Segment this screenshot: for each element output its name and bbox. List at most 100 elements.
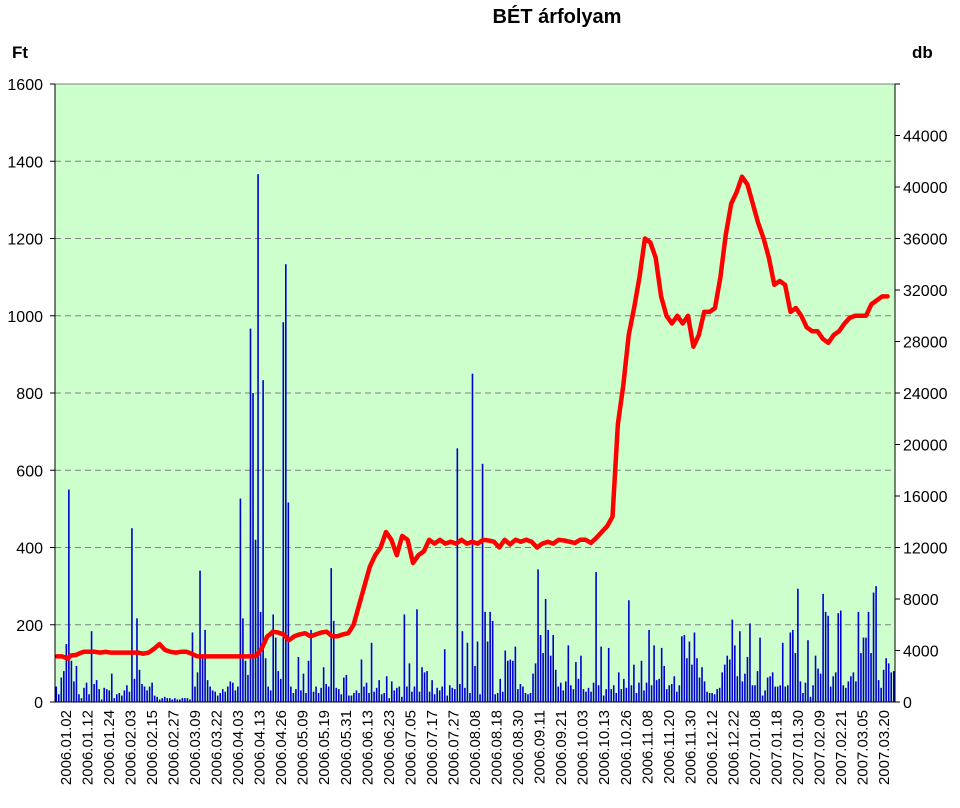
volume-bar — [264, 658, 267, 702]
x-tick-label: 2006.11.08 — [639, 710, 656, 784]
volume-bar — [832, 676, 834, 702]
volume-bar — [688, 641, 691, 702]
volume-bar — [189, 699, 191, 702]
volume-bar — [350, 695, 353, 702]
volume-bar — [643, 690, 645, 702]
volume-bar — [83, 687, 85, 702]
volume-bar — [882, 669, 885, 702]
volume-bar — [143, 686, 146, 702]
x-tick-label: 2006.07.05 — [402, 710, 419, 785]
volume-bar — [759, 637, 761, 702]
volume-bar — [544, 599, 547, 702]
volume-bar — [199, 570, 201, 702]
volume-bar — [302, 673, 305, 702]
volume-bar — [491, 620, 494, 702]
volume-bar — [269, 690, 272, 702]
volume-bar — [630, 685, 633, 702]
volume-bar — [262, 380, 264, 702]
volume-bar — [691, 664, 693, 702]
volume-bar — [532, 673, 534, 702]
volume-bar — [305, 692, 307, 702]
volume-bar — [648, 629, 650, 702]
volume-bar — [464, 687, 466, 702]
volume-bar — [708, 692, 711, 702]
volume-bar — [426, 671, 428, 702]
volume-bar — [327, 686, 330, 702]
volume-bar — [890, 672, 893, 702]
volume-bar — [413, 686, 416, 702]
volume-bar — [701, 667, 703, 702]
x-tick-label: 2006.02.15 — [144, 710, 161, 785]
volume-bar — [249, 328, 252, 702]
volume-bar — [226, 686, 229, 702]
y-left-tick-label: 600 — [16, 463, 43, 480]
volume-bar — [824, 611, 827, 702]
volume-bar — [822, 593, 824, 702]
gridlines — [55, 160, 895, 626]
volume-bar — [411, 691, 413, 702]
volume-bar — [683, 635, 686, 702]
volume-bar — [295, 689, 297, 702]
volume-bar — [804, 682, 807, 702]
volume-bar — [75, 665, 78, 702]
chart-title: BÉT árfolyam — [493, 5, 622, 28]
volume-bar — [428, 691, 431, 702]
volume-bar — [168, 698, 171, 702]
volume-bar — [141, 683, 143, 702]
volume-bar — [277, 671, 280, 702]
volume-bar — [282, 322, 285, 702]
volume-bar — [549, 655, 552, 702]
volume-bar — [216, 695, 219, 702]
volume-bar — [448, 685, 451, 702]
volume-bar — [610, 689, 613, 702]
volume-bar — [845, 687, 847, 702]
volume-bar — [416, 609, 418, 702]
volume-bar — [592, 682, 595, 702]
volume-bar — [105, 689, 108, 702]
volume-bar — [110, 673, 113, 702]
volume-bar — [807, 640, 809, 702]
volume-bar — [567, 645, 570, 702]
volume-bar — [353, 692, 355, 702]
volume-bar — [358, 692, 360, 702]
volume-bar — [375, 687, 378, 702]
volume-bar — [766, 677, 769, 702]
volume-bar — [625, 687, 628, 702]
x-tick-label: 2006.05.19 — [316, 710, 333, 785]
volume-bar — [572, 689, 575, 702]
volume-bar — [756, 671, 759, 702]
volume-bar — [554, 669, 557, 702]
y-left-tick-label: 1400 — [7, 154, 43, 171]
volume-bar — [612, 685, 615, 702]
y-right-axis-label: db — [912, 43, 933, 62]
volume-bar — [373, 691, 375, 702]
volume-bar — [78, 694, 80, 702]
volume-bar — [539, 635, 542, 702]
x-tick-label: 2006.07.17 — [424, 710, 441, 785]
volume-bar — [726, 655, 729, 702]
volume-bar — [166, 698, 169, 702]
volume-bar — [317, 692, 320, 702]
volume-bar — [484, 611, 486, 702]
volume-bar — [194, 686, 196, 702]
volume-bar — [469, 692, 471, 702]
volume-bar — [847, 681, 850, 702]
volume-bar — [174, 698, 176, 702]
volume-bar — [171, 699, 174, 702]
volume-bar — [595, 571, 597, 702]
volume-bar — [70, 660, 73, 702]
volume-bar — [360, 659, 363, 702]
volume-bar — [441, 686, 444, 702]
x-tick-label: 2006.05.31 — [338, 710, 355, 785]
volume-bar — [393, 690, 396, 702]
volume-bar — [209, 686, 211, 702]
volume-bar — [547, 629, 549, 702]
volume-bar — [310, 629, 312, 702]
volume-bar — [148, 686, 151, 702]
volume-bar — [300, 690, 302, 702]
volume-bar — [408, 663, 411, 702]
volume-bar — [602, 695, 605, 702]
x-tick-label: 2006.07.27 — [446, 710, 463, 785]
y-left-tick-label: 400 — [16, 541, 43, 558]
